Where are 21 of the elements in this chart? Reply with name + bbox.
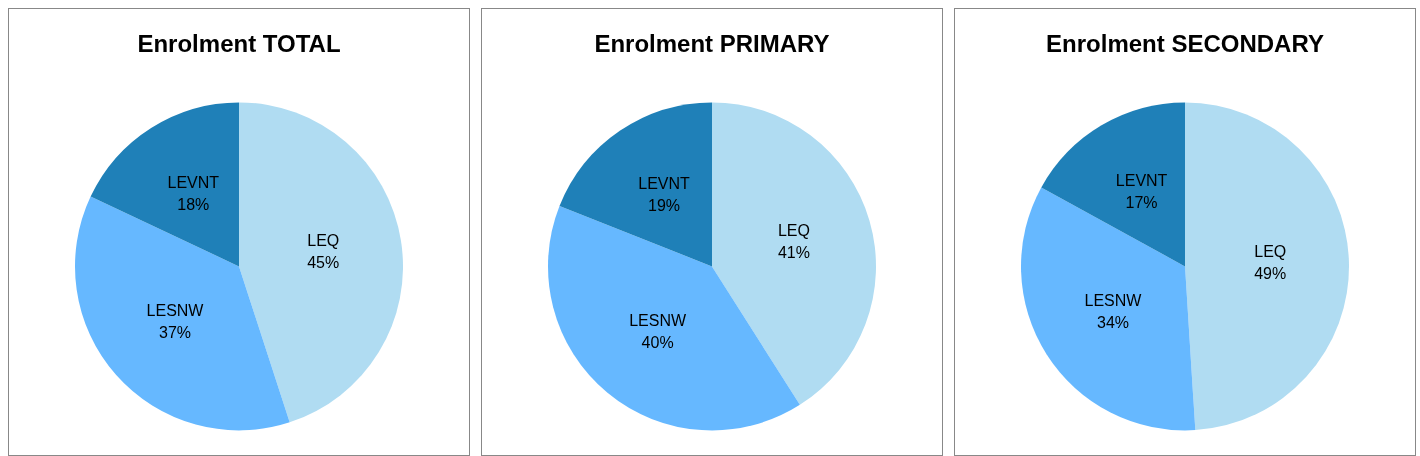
slice-label: LEVNT [167, 173, 220, 191]
slice-label: LEVNT [1115, 172, 1168, 190]
slice-label: LESNW [146, 302, 205, 320]
slice-label: LESNW [629, 311, 687, 329]
chart-title: Enrolment TOTAL [137, 30, 341, 58]
data-label: 34% [1096, 313, 1130, 331]
chart-title: Enrolment PRIMARY [594, 30, 830, 58]
data-label: 19% [648, 197, 681, 215]
data-label: 40% [641, 333, 674, 351]
data-label: 37% [159, 324, 192, 342]
slice-label: LESNW [1084, 291, 1143, 309]
data-label: 18% [177, 195, 210, 213]
slice-label: LEVNT [638, 175, 691, 193]
data-label: 41% [777, 244, 810, 262]
data-label: 49% [1254, 265, 1287, 283]
slice-label: LEQ [777, 222, 810, 240]
data-label: 45% [307, 254, 340, 272]
slice-label: LEQ [1254, 243, 1287, 261]
data-label: 17% [1125, 194, 1158, 212]
slice-label: LEQ [307, 232, 340, 250]
chart-title: Enrolment SECONDARY [1046, 30, 1324, 58]
